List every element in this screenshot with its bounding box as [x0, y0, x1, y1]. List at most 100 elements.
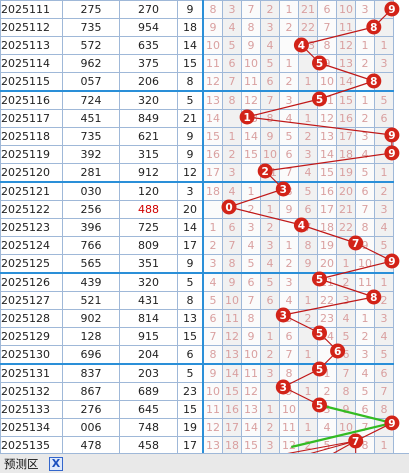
trend-ball — [366, 289, 382, 305]
issue-cell: 2025132 — [0, 382, 63, 401]
close-icon[interactable]: X — [49, 457, 63, 471]
issue-cell: 2025127 — [0, 291, 63, 310]
trend-cell — [298, 363, 318, 383]
trend-cell: 11 — [222, 309, 242, 328]
trend-ball-label: 9 — [388, 256, 395, 268]
issue-cell: 2025121 — [0, 181, 63, 201]
number-cell: 351 — [119, 254, 178, 274]
trend-cell: 1 — [298, 345, 318, 365]
trend-ball — [348, 433, 364, 449]
trend-table: 2025111 275 270 9 8 3 7 2 1 21 6 10 3 2025112 735 954 18… — [0, 0, 394, 456]
number-cell: 735 — [62, 18, 120, 37]
trend-cell: 3 — [355, 0, 375, 19]
trend-cell: 2 — [260, 418, 280, 437]
trend-ball — [384, 415, 400, 431]
number-cell: 724 — [62, 90, 120, 110]
number-cell: 057 — [62, 72, 120, 92]
span-cell: 12 — [177, 163, 204, 183]
issue-cell: 2025124 — [0, 236, 63, 255]
trend-cell: 13 — [202, 90, 223, 110]
trend-line — [228, 206, 302, 226]
number-cell: 902 — [62, 309, 120, 328]
trend-line — [319, 278, 374, 298]
trend-ball — [221, 199, 237, 215]
trend-cell: 17 — [202, 163, 223, 183]
trend-cell: 21 — [336, 200, 356, 219]
number-cell: 912 — [119, 163, 178, 183]
trend-cell: 3 — [374, 200, 394, 219]
trend-ball-label: 7 — [352, 238, 359, 250]
trend-cell: 14 — [241, 418, 261, 437]
trend-ball — [275, 379, 291, 395]
trend-cell: 5 — [374, 90, 394, 110]
number-cell: 478 — [62, 436, 120, 456]
issue-cell: 2025129 — [0, 327, 63, 346]
span-cell: 15 — [177, 400, 204, 419]
trend-cell: 3 — [298, 145, 318, 164]
trend-cell: 10 — [222, 291, 242, 310]
trend-ball-label: 5 — [316, 94, 323, 106]
trend-cell: 2 — [355, 109, 375, 128]
trend-cell: 7 — [241, 291, 261, 310]
trend-cell: 8 — [241, 309, 261, 328]
number-cell: 689 — [119, 382, 178, 401]
trend-cell: 7 — [317, 18, 337, 37]
issue-cell: 2025116 — [0, 90, 63, 110]
trend-cell: 1 — [241, 181, 261, 201]
trend-cell: 2 — [260, 218, 280, 237]
trend-ball-label: 5 — [316, 328, 323, 340]
trend-cell: 14 — [202, 109, 223, 128]
trend-cell — [241, 163, 261, 183]
trend-cell: 1 — [279, 236, 299, 255]
trend-ball-label: 2 — [262, 166, 269, 178]
trend-cell: 2 — [355, 54, 375, 73]
trend-cell: 15 — [317, 163, 337, 183]
trend-cell — [202, 200, 223, 219]
trend-cell: 6 — [279, 327, 299, 346]
trend-cell: 1 — [279, 0, 299, 19]
trend-cell: 8 — [222, 90, 242, 110]
trend-ball — [384, 127, 400, 143]
trend-line — [319, 62, 374, 82]
issue-cell: 2025119 — [0, 145, 63, 164]
span-cell: 14 — [177, 218, 204, 237]
trend-cell: 16 — [222, 400, 242, 419]
trend-ball — [384, 145, 400, 161]
trend-cell: 9 — [202, 363, 223, 383]
trend-cell: 14 — [317, 145, 337, 164]
trend-cell: 8 — [260, 109, 280, 128]
table-row: 2025111 275 270 9 8 3 7 2 1 21 6 10 3 — [0, 0, 394, 19]
table-row: 2025129 128 915 15 7 12 9 1 6 24 5 2 4 — [0, 327, 394, 346]
trend-cell: 1 — [298, 291, 318, 310]
trend-ball-label: 9 — [388, 148, 395, 160]
span-cell: 15 — [177, 327, 204, 346]
issue-cell: 2025120 — [0, 163, 63, 183]
trend-ball — [384, 253, 400, 269]
trend-cell: 10 — [317, 72, 337, 92]
trend-ball-label: 5 — [316, 58, 323, 70]
span-cell: 13 — [177, 309, 204, 328]
trend-line — [319, 80, 374, 100]
number-cell: 006 — [62, 418, 120, 437]
number-cell: 915 — [119, 327, 178, 346]
trend-cell: 3 — [336, 291, 356, 310]
number-cell: 392 — [62, 145, 120, 164]
trend-cell: 12 — [202, 418, 223, 437]
issue-cell: 2025131 — [0, 363, 63, 383]
trend-cell: 3 — [260, 236, 280, 255]
trend-cell — [279, 36, 299, 55]
number-cell: 954 — [119, 18, 178, 37]
number-cell: 766 — [62, 236, 120, 255]
trend-cell: 2 — [260, 0, 280, 19]
table-row: 2025127 521 431 8 5 10 7 6 4 1 22 3 2 — [0, 291, 394, 310]
trend-cell: 4 — [298, 163, 318, 183]
trend-cell: 3 — [222, 163, 242, 183]
trend-cell: 5 — [241, 254, 261, 274]
trend-cell: 5 — [279, 127, 299, 146]
trend-cell: 16 — [202, 145, 223, 164]
trend-cell: 1 — [260, 327, 280, 346]
trend-cell: 8 — [202, 345, 223, 365]
issue-cell: 2025126 — [0, 272, 63, 292]
trend-ball — [312, 55, 327, 71]
